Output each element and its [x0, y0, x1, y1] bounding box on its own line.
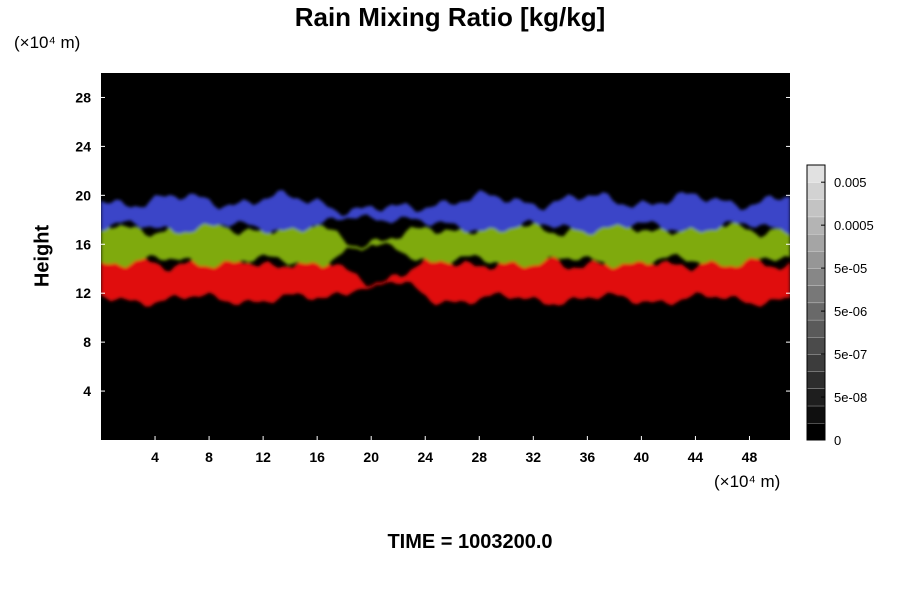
colorbar-swatch	[806, 164, 826, 183]
y-tick-label: 4	[83, 383, 91, 399]
colorbar-tick-label: 5e-07	[834, 347, 867, 362]
colorbar-swatch	[806, 353, 826, 372]
y-tick-label: 20	[75, 187, 91, 203]
colorbar-swatch	[806, 250, 826, 269]
x-tick-label: 8	[205, 449, 213, 465]
colorbar-swatch	[806, 336, 826, 355]
x-tick-label: 4	[151, 449, 159, 465]
x-tick-label: 20	[363, 449, 379, 465]
y-tick-label: 24	[75, 138, 91, 154]
x-tick-label: 16	[309, 449, 325, 465]
colorbar-swatch	[806, 371, 826, 389]
colorbar-tick-label: 5e-08	[834, 390, 867, 405]
colorbar-swatch	[806, 285, 826, 304]
chart-title: Rain Mixing Ratio [kg/kg]	[294, 2, 606, 32]
band-3	[101, 190, 790, 236]
x-axis-unit-label: (×10⁴ m)	[714, 472, 781, 491]
colorbar-swatch	[806, 199, 826, 218]
colorbar-frame	[806, 164, 826, 441]
y-tick-label: 16	[75, 236, 91, 252]
x-tick-label: 28	[471, 449, 487, 465]
x-tick-label: 48	[742, 449, 758, 465]
colorbar-tick-label: 0.0005	[834, 218, 874, 233]
colorbar-swatch	[806, 182, 826, 200]
band-2	[101, 217, 790, 269]
x-tick-label: 32	[526, 449, 542, 465]
y-tick-label: 12	[75, 285, 91, 301]
y-tick-label: 28	[75, 89, 91, 105]
colorbar-swatch	[806, 319, 826, 338]
colorbar-swatch	[806, 422, 826, 441]
colorbar-tick-label: 5e-05	[834, 261, 867, 276]
colorbar-swatch	[806, 267, 826, 286]
y-tick-label: 8	[83, 334, 91, 350]
colorbar-swatch	[806, 233, 826, 252]
x-tick-label: 36	[580, 449, 596, 465]
colorbar-tick-label: 0	[834, 433, 841, 448]
x-tick-label: 40	[634, 449, 650, 465]
colorbar-swatch	[806, 405, 826, 424]
time-label: TIME = 1003200.0	[387, 531, 553, 553]
x-tick-label: 12	[255, 449, 271, 465]
x-tick-label: 44	[688, 449, 704, 465]
x-tick-label: 24	[417, 449, 433, 465]
colorbar-tick-label: 0.005	[834, 175, 867, 190]
y-axis-unit-label: (×10⁴ m)	[14, 33, 81, 52]
field-layer	[101, 190, 790, 307]
colorbar-tick-label: 5e-06	[834, 304, 867, 319]
